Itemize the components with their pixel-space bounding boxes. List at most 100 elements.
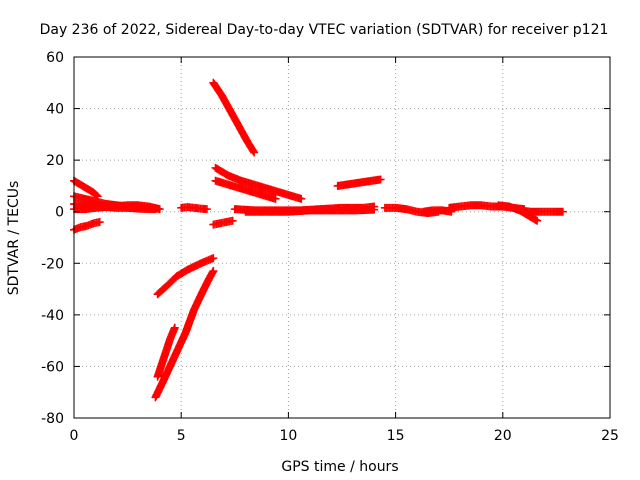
series-7: [152, 268, 217, 401]
data-point: [102, 203, 111, 212]
data-point: [217, 91, 226, 100]
data-point: [376, 175, 385, 184]
plot-frame: [73, 56, 611, 419]
data-point: [250, 188, 259, 197]
data-point: [237, 176, 246, 185]
x-tick-label: 25: [601, 428, 619, 444]
y-tick-label: 40: [46, 102, 64, 118]
data-point: [288, 192, 297, 201]
x-tick-label: 10: [279, 428, 297, 444]
data-point: [348, 206, 357, 215]
axis-ticks: 0 5 10 15 20 25 -80 -60 -40 -20 0 20 40 60: [41, 50, 619, 444]
data-point: [359, 178, 368, 187]
data-point: [526, 207, 535, 216]
data-point: [89, 188, 98, 197]
x-tick-label: 5: [177, 428, 186, 444]
data-point: [297, 194, 306, 203]
data-point: [250, 180, 259, 189]
data-point: [558, 207, 567, 216]
data-point: [123, 201, 132, 210]
data-point: [153, 372, 162, 381]
data-point: [76, 180, 85, 189]
data-point: [368, 176, 377, 185]
data-point: [333, 181, 342, 190]
data-point: [194, 260, 203, 269]
data-point: [438, 206, 447, 215]
data-point: [202, 205, 211, 214]
data-point: [82, 184, 91, 193]
data-point: [262, 184, 271, 193]
data-point: [226, 107, 235, 116]
data-point: [160, 375, 169, 384]
data-point: [494, 201, 503, 210]
data-point: [170, 352, 179, 361]
data-point: [230, 205, 239, 214]
data-point: [305, 206, 314, 215]
data-point: [91, 203, 100, 212]
x-tick-label: 0: [70, 428, 79, 444]
data-point: [428, 206, 437, 215]
data-point: [537, 207, 546, 216]
data-point: [455, 202, 464, 211]
y-tick-label: 0: [55, 205, 64, 221]
data-point: [112, 202, 121, 211]
data-point: [211, 163, 220, 172]
data-point: [209, 254, 218, 263]
data-point: [391, 203, 400, 212]
chart-title: Day 236 of 2022, Sidereal Day-to-day VTE…: [40, 22, 609, 38]
data-point: [183, 265, 192, 274]
data-point: [151, 393, 160, 402]
y-tick-label: -60: [41, 359, 64, 375]
y-axis-label: SDTVAR / TECUs: [6, 181, 22, 296]
y-tick-label: -20: [41, 256, 64, 272]
data-point: [370, 205, 379, 214]
data-point: [419, 207, 428, 216]
data-point: [241, 207, 250, 216]
data-point: [134, 201, 143, 210]
data-point: [445, 203, 454, 212]
data-point: [243, 138, 252, 147]
data-point: [228, 216, 237, 225]
x-tick-label: 15: [387, 428, 405, 444]
data-point: [275, 188, 284, 197]
data-point: [95, 218, 104, 227]
data-point: [237, 184, 246, 193]
data-point: [402, 205, 411, 214]
data-point: [284, 207, 293, 216]
data-point: [170, 323, 179, 332]
data-point: [76, 223, 85, 232]
data-point: [505, 202, 514, 211]
data-point: [548, 207, 557, 216]
data-point: [209, 267, 218, 276]
data-point: [224, 171, 233, 180]
y-tick-label: -80: [41, 411, 64, 427]
data-point: [145, 202, 154, 211]
data-point: [211, 176, 220, 185]
data-point: [327, 206, 336, 215]
y-tick-label: 20: [46, 153, 64, 169]
data-point: [215, 219, 224, 228]
data-point: [249, 147, 258, 156]
data-point: [202, 256, 211, 265]
data-point: [262, 207, 271, 216]
data-point: [250, 148, 259, 157]
y-tick-label: -40: [41, 308, 64, 324]
data-point: [162, 346, 171, 355]
data-point: [515, 206, 524, 215]
data-point: [162, 282, 171, 291]
data-point: [198, 287, 207, 296]
data-point: [153, 290, 162, 299]
data-point: [380, 203, 389, 212]
data-point: [157, 359, 166, 368]
data-point: [224, 180, 233, 189]
data-point: [155, 205, 164, 214]
data-point: [89, 219, 98, 228]
data-point: [80, 205, 89, 214]
data-point: [533, 216, 542, 225]
data-point: [172, 272, 181, 281]
data-point: [209, 78, 218, 87]
data-point: [262, 192, 271, 201]
data-point: [477, 201, 486, 210]
